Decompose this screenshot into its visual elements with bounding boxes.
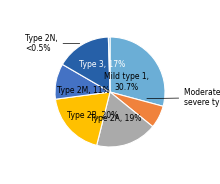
- Wedge shape: [110, 92, 163, 127]
- Text: Type 2A, 19%: Type 2A, 19%: [90, 114, 141, 123]
- Wedge shape: [110, 37, 165, 106]
- Text: Type 2M, 11%: Type 2M, 11%: [57, 86, 110, 95]
- Text: Mild type 1,
30.7%: Mild type 1, 30.7%: [104, 72, 149, 92]
- Text: Type 3, 17%: Type 3, 17%: [79, 60, 125, 69]
- Wedge shape: [108, 37, 110, 92]
- Wedge shape: [97, 92, 153, 147]
- Wedge shape: [62, 37, 110, 92]
- Wedge shape: [55, 64, 110, 99]
- Text: Type 2N,
<0.5%: Type 2N, <0.5%: [25, 34, 80, 53]
- Text: Moderate to
severe type 1, 7%: Moderate to severe type 1, 7%: [147, 88, 220, 107]
- Text: Type 2B, 20%: Type 2B, 20%: [67, 111, 118, 120]
- Wedge shape: [55, 92, 110, 145]
